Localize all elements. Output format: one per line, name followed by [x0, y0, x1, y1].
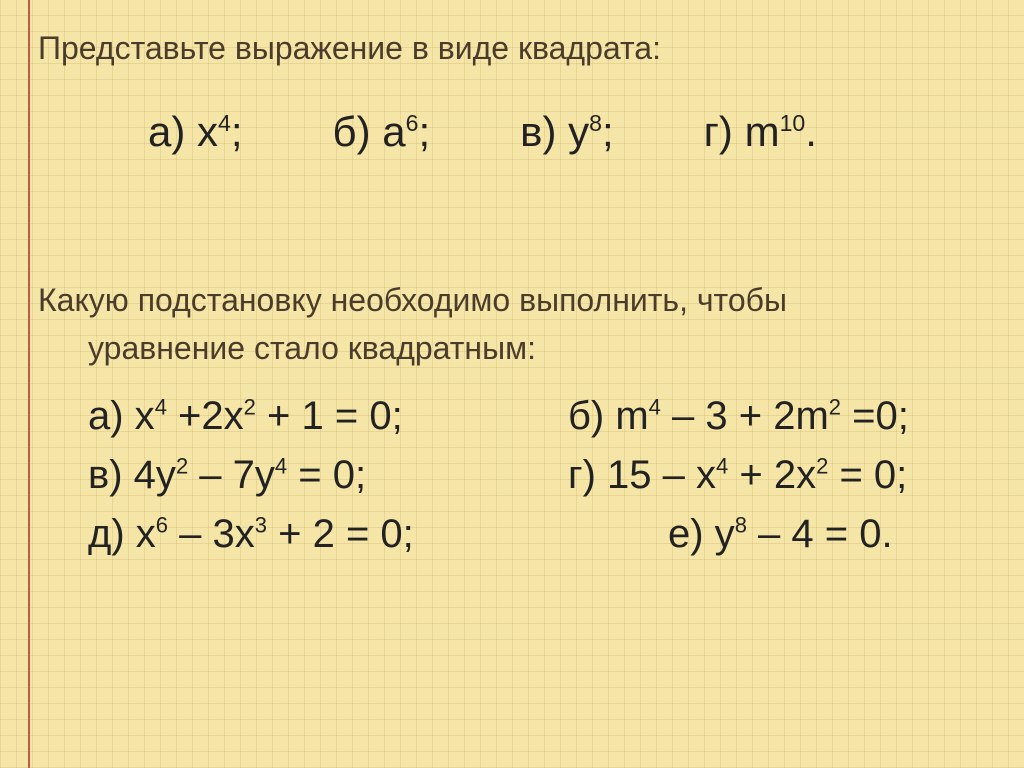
eq-row-3: д) х6 – 3х3 + 2 = 0; е) у8 – 4 = 0. [88, 512, 986, 557]
eq-v: в) 4у2 – 7у4 = 0; [88, 453, 568, 498]
prompt-1: Представьте выражение в виде квадрата: [38, 28, 986, 70]
expr-b: б) а6; [333, 108, 431, 156]
expr-v: в) у8; [520, 108, 613, 156]
prompt-2: Какую подстановку необходимо выполнить, … [38, 276, 986, 372]
eq-row-2: в) 4у2 – 7у4 = 0; г) 15 – х4 + 2х2 = 0; [88, 453, 986, 498]
prompt-2-line2: уравнение стало квадратным: [38, 324, 986, 372]
eq-g: г) 15 – х4 + 2х2 = 0; [568, 453, 986, 498]
eq-d: д) х6 – 3х3 + 2 = 0; [88, 512, 568, 557]
eq-row-1: а) х4 +2х2 + 1 = 0; б) m4 – 3 + 2m2 =0; [88, 394, 986, 439]
expression-row: а) х4; б) а6; в) у8; г) m10. [38, 108, 986, 156]
prompt-2-line1: Какую подстановку необходимо выполнить, … [38, 282, 787, 318]
eq-e: е) у8 – 4 = 0. [568, 512, 986, 557]
eq-a: а) х4 +2х2 + 1 = 0; [88, 394, 568, 439]
expr-g: г) m10. [704, 108, 817, 156]
eq-b: б) m4 – 3 + 2m2 =0; [568, 394, 986, 439]
expr-a: а) х4; [148, 108, 243, 156]
margin-rule-line [28, 0, 30, 768]
equations-block: а) х4 +2х2 + 1 = 0; б) m4 – 3 + 2m2 =0; … [38, 394, 986, 557]
